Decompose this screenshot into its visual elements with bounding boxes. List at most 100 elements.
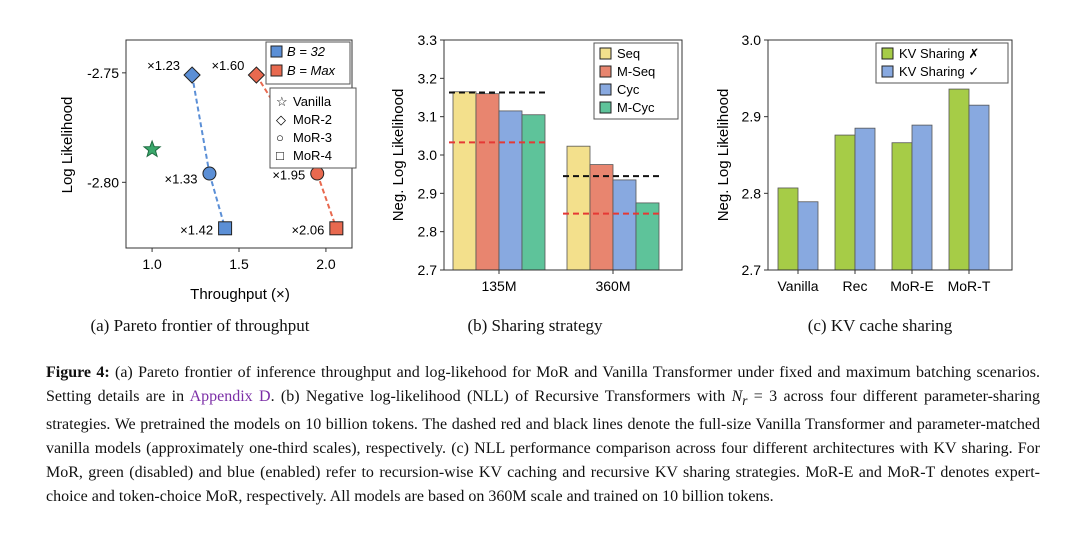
bmax-point: [247, 66, 266, 84]
b32-point: [218, 221, 233, 236]
y-tick-label: -2.80: [87, 174, 119, 190]
legend-label: M-Seq: [617, 64, 655, 79]
legend-swatch: [881, 47, 894, 60]
x-tick-label: 135M: [481, 278, 516, 294]
b32-point: [202, 166, 217, 181]
legend-swatch: [270, 64, 283, 77]
y-tick-label: 3.0: [418, 147, 438, 163]
y-tick-label: 3.3: [418, 32, 438, 48]
legend-label: KV Sharing ✓: [899, 64, 979, 79]
legend-label: Seq: [617, 46, 640, 61]
bar: [475, 93, 500, 271]
x-tick-label: 2.0: [316, 256, 336, 272]
appendix-link[interactable]: Appendix D: [189, 388, 271, 405]
legend-swatch: [599, 47, 612, 60]
legend-symbol: □: [276, 148, 284, 163]
frontier-line: [316, 173, 338, 229]
legend-label: M-Cyc: [617, 100, 655, 115]
legend-swatch: [881, 65, 894, 78]
y-tick-label: 3.1: [418, 109, 438, 125]
bar: [521, 114, 546, 271]
y-axis-label: Log Likelihood: [59, 97, 76, 194]
legend-label: MoR-4: [293, 148, 332, 163]
b32-point: [183, 66, 201, 84]
y-tick-label: 2.9: [418, 185, 438, 201]
subcaption-a: (a) Pareto frontier of throughput: [90, 316, 310, 335]
point-label: ×1.42: [180, 222, 213, 237]
legend: [875, 42, 1009, 84]
y-axis-label: Neg. Log Likelihood: [390, 89, 407, 222]
caption-text-2: . (b) Negative log-likelihood (NLL) of R…: [270, 388, 732, 405]
plot-frame: [767, 39, 1013, 271]
point-label: ×1.23: [147, 58, 180, 73]
bmax-point: [310, 166, 325, 181]
kv-cache-sharing-chart: 3.0 2.9 2.8 2.7 Vanilla Rec MoR-E MoR-T KV Shari…: [715, 32, 1013, 294]
legend-label: MoR-2: [293, 112, 332, 127]
x-tick-label: 1.0: [142, 256, 162, 272]
legend-swatch: [270, 45, 283, 58]
legend-symbol: ◇: [276, 112, 286, 127]
bar: [968, 104, 990, 271]
subcaption-b: (b) Sharing strategy: [467, 316, 603, 335]
legend-batch: [265, 41, 351, 85]
math-rest: = 3: [747, 388, 778, 405]
x-tick-label: MoR-E: [890, 278, 934, 294]
legend-label: KV Sharing ✗: [899, 46, 979, 61]
y-tick-label: 3.0: [742, 32, 762, 48]
vanilla-point: [142, 139, 162, 158]
y-tick-label: 2.8: [742, 185, 762, 201]
bar: [452, 91, 477, 271]
figure-caption: Figure 4: (a) Pareto frontier of inferen…: [46, 361, 1040, 509]
legend-models: [269, 87, 357, 169]
x-axis-label: Throughput (×): [190, 286, 290, 303]
legend-label: B = Max: [287, 63, 336, 78]
bar: [566, 145, 591, 271]
point-label: ×1.95: [272, 168, 305, 183]
bar: [891, 142, 913, 271]
pareto-frontier-chart: 1.0 1.5 2.0 -2.75 -2.80 ×1.23 ×1.60 ×1.33 ×1.95 ×…: [59, 39, 357, 303]
bar: [911, 124, 933, 271]
bmax-point: [329, 221, 344, 236]
y-tick-label: 2.7: [418, 262, 438, 278]
legend-label: Cyc: [617, 82, 640, 97]
legend-label: B = 32: [287, 44, 326, 59]
bar: [948, 88, 970, 271]
bar: [612, 179, 637, 271]
y-axis-label: Neg. Log Likelihood: [715, 89, 732, 222]
y-tick-label: 2.9: [742, 109, 762, 125]
x-tick-label: MoR-T: [948, 278, 991, 294]
y-tick-label: 3.2: [418, 70, 438, 86]
legend-swatch: [599, 65, 612, 78]
point-label: ×2.06: [291, 222, 324, 237]
caption-label: Figure 4:: [46, 364, 110, 381]
caption-text-3: across four different parameter-sharing …: [46, 388, 1041, 506]
point-label: ×1.60: [211, 58, 244, 73]
bar: [498, 110, 523, 271]
bar: [797, 201, 819, 271]
bar: [777, 187, 799, 271]
x-tick-label: 1.5: [229, 256, 249, 272]
caption-text-1: (a) Pareto frontier of inference through…: [46, 364, 1041, 405]
legend-symbol: ☆: [276, 94, 288, 109]
math-sub: r: [742, 393, 748, 409]
bar: [834, 134, 856, 271]
math-n: N: [731, 388, 743, 405]
legend-label: MoR-3: [293, 130, 332, 145]
legend-swatch: [599, 83, 612, 96]
legend-label: Vanilla: [293, 94, 332, 109]
subcaption-c: (c) KV cache sharing: [807, 316, 953, 335]
x-tick-label: 360M: [595, 278, 630, 294]
x-tick-label: Rec: [843, 278, 868, 294]
y-tick-label: 2.8: [418, 224, 438, 240]
bar: [589, 164, 614, 271]
sharing-strategy-chart: 3.3 3.2 3.1 3.0 2.9 2.8 2.7 135M 360M Seq M-Seq Cyc…: [390, 32, 683, 294]
frontier-line: [208, 173, 227, 229]
legend-symbol: ○: [276, 130, 284, 145]
point-label: ×1.33: [165, 172, 198, 187]
frontier-line: [191, 74, 211, 174]
bar: [854, 127, 876, 271]
legend-swatch: [599, 101, 612, 114]
x-tick-label: Vanilla: [778, 278, 819, 294]
plot-frame: [443, 39, 683, 271]
